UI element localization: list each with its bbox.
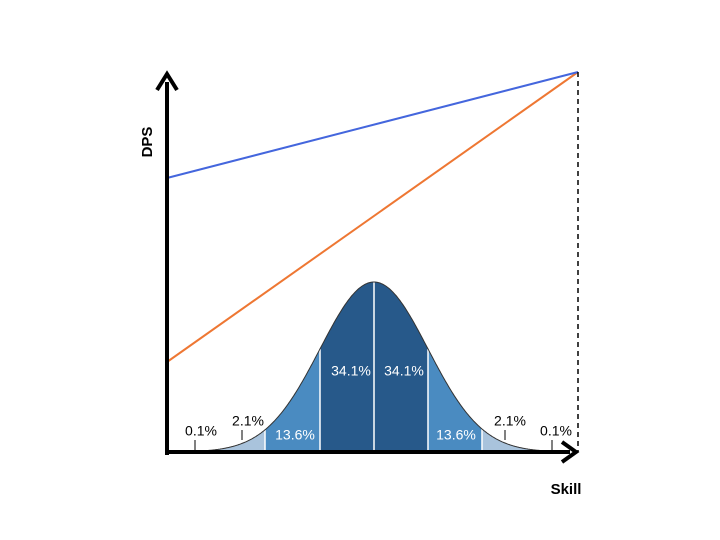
pct-label: 2.1% — [232, 413, 264, 429]
curve-outline — [188, 281, 562, 453]
x-arrow — [560, 440, 580, 464]
orange-line — [166, 71, 579, 363]
pct-label: 0.1% — [185, 423, 217, 439]
x-axis-label: Skill — [551, 481, 582, 498]
y-axis-label: DPS — [139, 127, 156, 158]
curve-region — [482, 429, 562, 452]
y-arrow — [155, 70, 179, 92]
curve-region — [188, 429, 265, 452]
pct-label: 34.1% — [331, 363, 371, 379]
pct-label: 2.1% — [494, 413, 526, 429]
pct-label: 34.1% — [384, 363, 424, 379]
blue-line — [166, 71, 579, 179]
pct-label: 0.1% — [540, 423, 572, 439]
pct-label: 13.6% — [275, 427, 315, 443]
pct-label: 13.6% — [436, 427, 476, 443]
bell-curve — [188, 281, 562, 453]
